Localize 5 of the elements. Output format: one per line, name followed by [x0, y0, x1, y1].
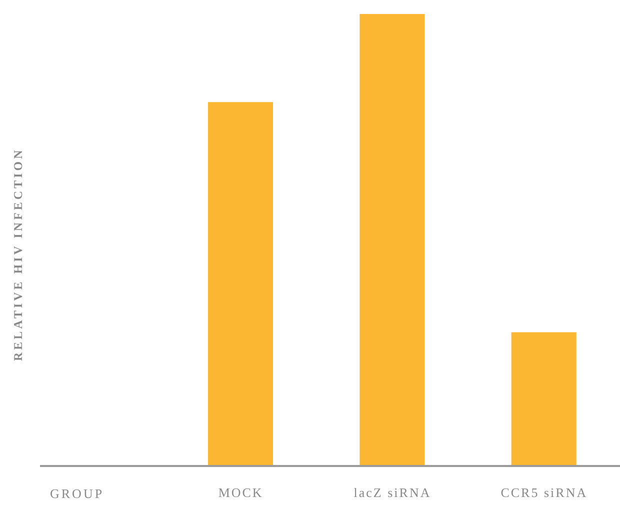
x-tick-label: lacZ siRNA [354, 485, 432, 500]
x-tick-label: MOCK [218, 485, 264, 500]
x-tick-label: CCR5 siRNA [500, 485, 588, 500]
y-axis-title: RELATIVE HIV INFECTION [11, 148, 25, 361]
x-axis-title: GROUP [50, 486, 104, 501]
